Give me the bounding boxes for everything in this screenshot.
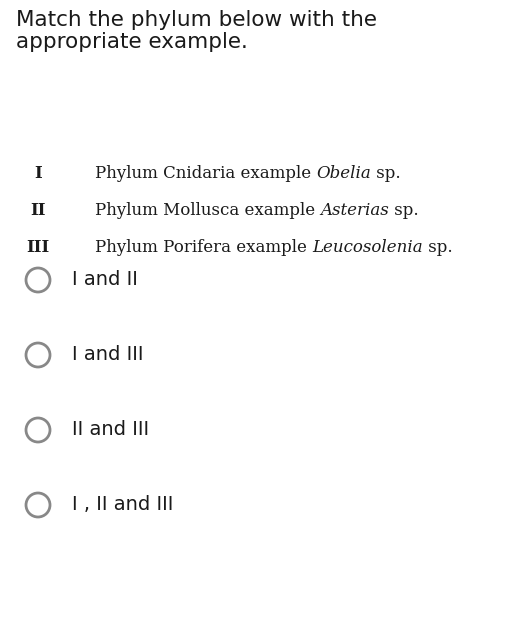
Text: Phylum Porifera example: Phylum Porifera example — [95, 239, 312, 256]
Text: III: III — [26, 239, 50, 256]
Text: II: II — [30, 202, 46, 219]
Text: sp.: sp. — [389, 202, 419, 219]
Text: appropriate example.: appropriate example. — [16, 32, 248, 52]
Text: I and II: I and II — [72, 270, 138, 289]
Text: I , II and III: I , II and III — [72, 495, 173, 514]
Text: Phylum Cnidaria example: Phylum Cnidaria example — [95, 165, 316, 182]
Text: Match the phylum below with the: Match the phylum below with the — [16, 10, 377, 30]
Text: II and III: II and III — [72, 420, 149, 439]
Text: Asterias: Asterias — [320, 202, 389, 219]
Text: sp.: sp. — [423, 239, 452, 256]
Text: Obelia: Obelia — [316, 165, 371, 182]
Text: Leucosolenia: Leucosolenia — [312, 239, 423, 256]
Text: I: I — [34, 165, 42, 182]
Text: Phylum Mollusca example: Phylum Mollusca example — [95, 202, 320, 219]
Text: sp.: sp. — [371, 165, 401, 182]
Text: I and III: I and III — [72, 345, 144, 364]
